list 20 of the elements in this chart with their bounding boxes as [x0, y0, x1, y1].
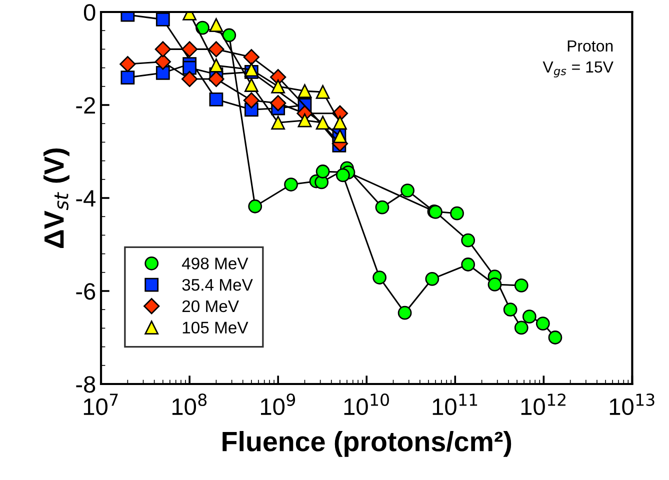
x-tick-label: 10$^{9}$: [260, 394, 296, 416]
y-tick-label: -8: [76, 376, 96, 393]
x-tick-label: 10$^{10}$: [344, 394, 389, 416]
x-axis-title: Fluence (protons/cm²): [222, 431, 512, 457]
annotation: Proton: [568, 40, 613, 52]
legend-label: 20 MeV: [182, 300, 239, 312]
x-tick-label: 10$^{8}$: [172, 394, 207, 416]
legend-label: 498 MeV: [182, 258, 248, 270]
y-tick-label: -2: [76, 97, 95, 114]
y-tick-label: -6: [76, 283, 96, 300]
annotation: V$_{gs}$ = 15V: [542, 61, 614, 78]
y-axis-title: ΔV$_{st}$ (V): [44, 148, 70, 248]
legend-label: 35.4 MeV: [182, 278, 253, 291]
legend-label: 105 MeV: [182, 322, 248, 334]
x-tick-label: 10$^{13}$: [610, 394, 654, 416]
y-tick-label: 0: [84, 4, 96, 21]
y-tick-label: -4: [76, 190, 96, 207]
x-tick-label: 10$^{11}$: [432, 394, 478, 416]
x-tick-label: 10$^{12}$: [521, 394, 566, 416]
x-tick-label: 10$^{7}$: [84, 394, 118, 416]
